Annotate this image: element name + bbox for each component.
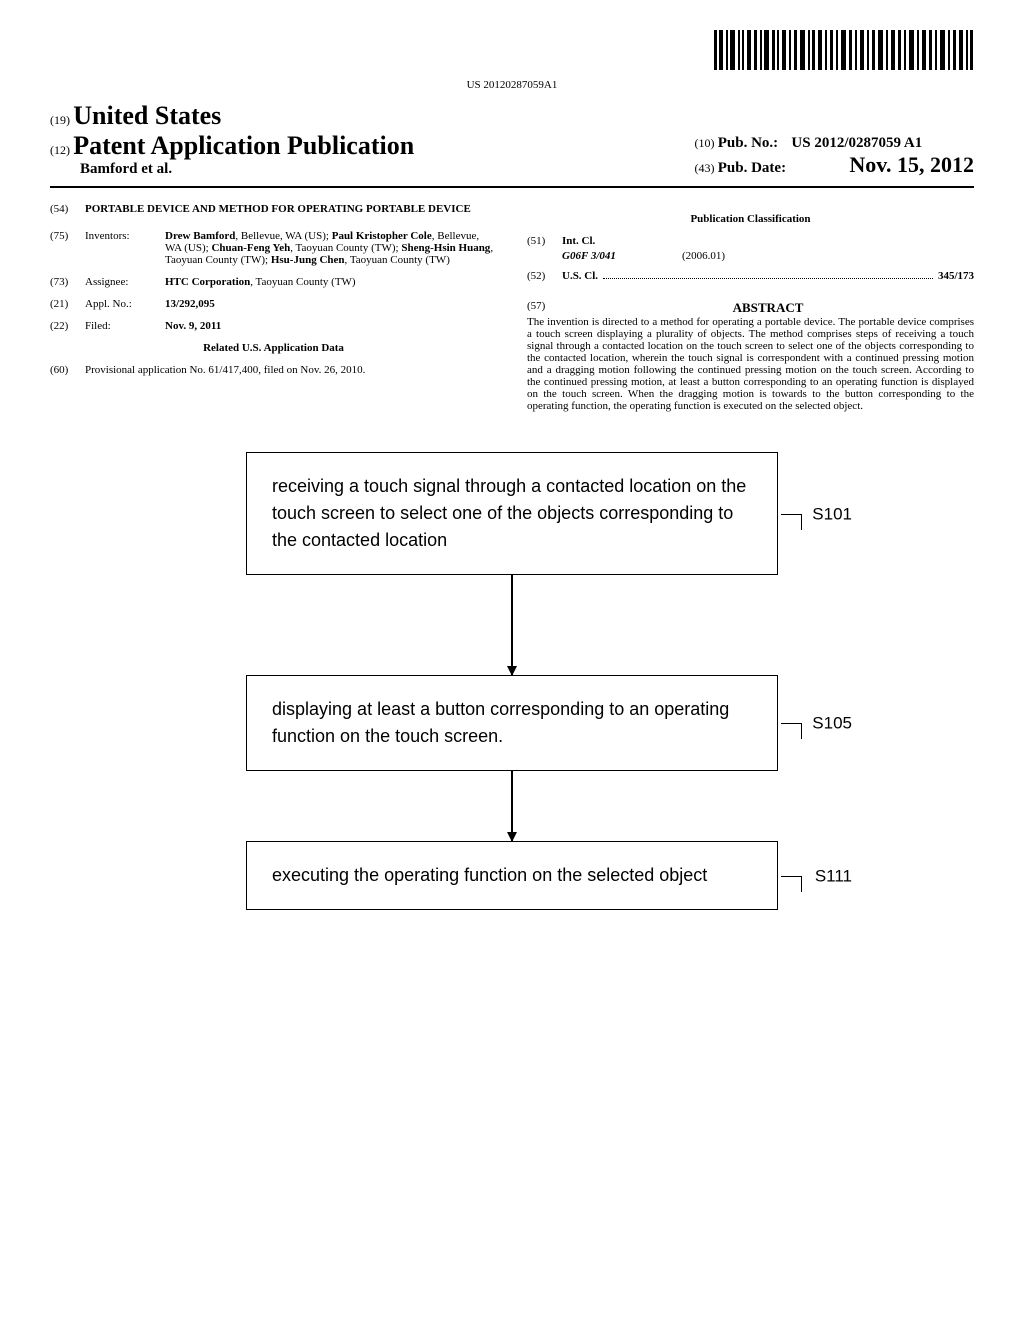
flow-box-1: receiving a touch signal through a conta…: [246, 452, 778, 575]
barcode-text: US 20120287059A1: [50, 79, 974, 91]
pub-date: Nov. 15, 2012: [849, 152, 974, 177]
field-57-num: (57): [527, 300, 562, 316]
abstract-header: (57) ABSTRACT: [527, 300, 974, 316]
barcode-image: [714, 30, 974, 74]
assignee: HTC Corporation, Taoyuan County (TW): [165, 276, 497, 288]
us-cl-value: 345/173: [938, 270, 974, 282]
left-column: (54) PORTABLE DEVICE AND METHOD FOR OPER…: [50, 203, 497, 412]
field-60-num: (60): [50, 364, 85, 376]
provisional-text: Provisional application No. 61/417,400, …: [85, 364, 497, 376]
int-cl-code: G06F 3/041: [562, 250, 682, 262]
classification-heading: Publication Classification: [527, 213, 974, 225]
line10-prefix: (10): [694, 136, 714, 150]
field-54: (54) PORTABLE DEVICE AND METHOD FOR OPER…: [50, 203, 497, 215]
field-21: (21) Appl. No.: 13/292,095: [50, 298, 497, 310]
flow-connector-3: [781, 876, 802, 892]
field-51-num: (51): [527, 235, 562, 247]
inventors-list: Drew Bamford, Bellevue, WA (US); Paul Kr…: [165, 230, 497, 266]
field-52: (52) U.S. Cl. 345/173: [527, 270, 974, 282]
pub-no-label: Pub. No.:: [718, 135, 778, 151]
field-21-label: Appl. No.:: [85, 298, 165, 310]
flow-connector-2: [781, 723, 802, 739]
field-22: (22) Filed: Nov. 9, 2011: [50, 320, 497, 332]
flow-label-3: S111: [815, 863, 852, 889]
flow-box-2-text: displaying at least a button correspondi…: [272, 699, 729, 746]
abstract-label: ABSTRACT: [562, 300, 974, 316]
dotted-line: [603, 270, 933, 279]
flow-label-2: S105: [812, 710, 852, 736]
field-54-num: (54): [50, 203, 85, 215]
appl-no: 13/292,095: [165, 298, 497, 310]
flow-box-2: displaying at least a button correspondi…: [246, 675, 778, 771]
field-52-num: (52): [527, 270, 562, 282]
flow-box-3: executing the operating function on the …: [246, 841, 778, 910]
field-60: (60) Provisional application No. 61/417,…: [50, 364, 497, 376]
line43-prefix: (43): [694, 161, 714, 175]
int-cl-year: (2006.01): [682, 250, 725, 262]
field-75-label: Inventors:: [85, 230, 165, 266]
flowchart-diagram: receiving a touch signal through a conta…: [50, 452, 974, 910]
publication-type: Patent Application Publication: [73, 131, 414, 160]
authors-line: Bamford et al.: [80, 161, 694, 178]
field-73: (73) Assignee: HTC Corporation, Taoyuan …: [50, 276, 497, 288]
header-section: (19) United States (12) Patent Applicati…: [50, 101, 974, 178]
arrow-2: [50, 771, 974, 841]
line12-prefix: (12): [50, 143, 70, 157]
flow-box-1-text: receiving a touch signal through a conta…: [272, 476, 746, 550]
line19-prefix: (19): [50, 113, 70, 127]
header-divider: [50, 186, 974, 188]
arrow-1: [50, 575, 974, 675]
flow-box-3-text: executing the operating function on the …: [272, 865, 707, 885]
int-cl-row: G06F 3/041 (2006.01): [562, 250, 974, 262]
country: United States: [73, 101, 221, 130]
field-51-label: Int. Cl.: [562, 235, 595, 247]
pub-date-label: Pub. Date:: [718, 160, 786, 176]
patent-page: US 20120287059A1 (19) United States (12)…: [0, 0, 1024, 940]
flow-label-1: S101: [812, 501, 852, 527]
abstract-text: The invention is directed to a method fo…: [527, 316, 974, 412]
pub-no: US 2012/0287059 A1: [791, 135, 922, 151]
field-75: (75) Inventors: Drew Bamford, Bellevue, …: [50, 230, 497, 266]
field-73-num: (73): [50, 276, 85, 288]
patent-title: PORTABLE DEVICE AND METHOD FOR OPERATING…: [85, 203, 471, 215]
right-column: Publication Classification (51) Int. Cl.…: [527, 203, 974, 412]
flow-connector-1: [781, 514, 802, 530]
field-22-num: (22): [50, 320, 85, 332]
field-51: (51) Int. Cl.: [527, 235, 974, 247]
field-22-label: Filed:: [85, 320, 165, 332]
field-21-num: (21): [50, 298, 85, 310]
field-73-label: Assignee:: [85, 276, 165, 288]
barcode-section: US 20120287059A1: [50, 30, 974, 91]
content-columns: (54) PORTABLE DEVICE AND METHOD FOR OPER…: [50, 203, 974, 412]
field-75-num: (75): [50, 230, 85, 266]
field-52-label: U.S. Cl.: [562, 270, 598, 282]
related-heading: Related U.S. Application Data: [50, 342, 497, 354]
filed-date: Nov. 9, 2011: [165, 320, 497, 332]
